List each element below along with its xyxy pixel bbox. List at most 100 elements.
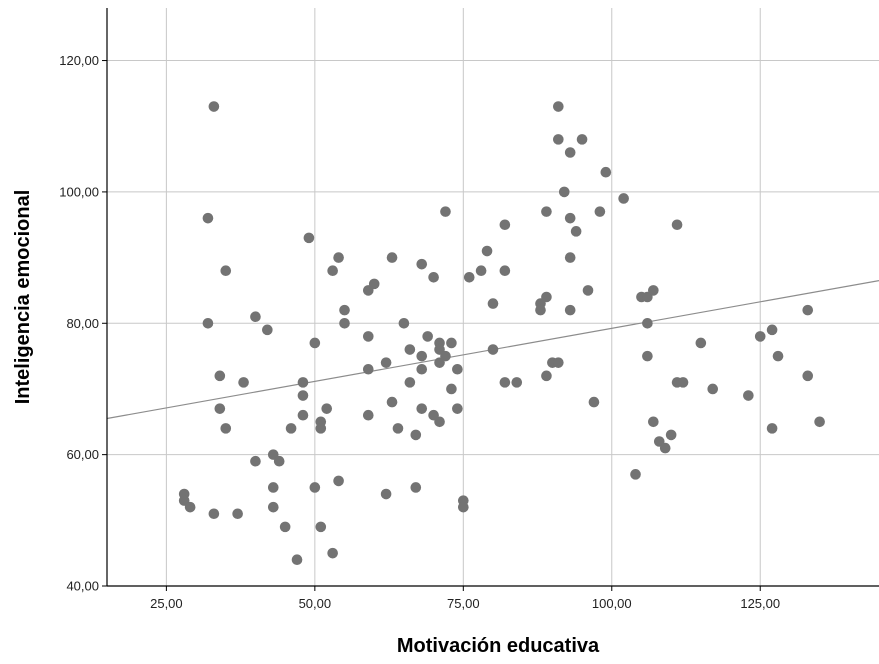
data-point bbox=[220, 265, 232, 277]
x-tick-label: 100,00 bbox=[592, 596, 632, 611]
data-point bbox=[665, 429, 677, 441]
data-point bbox=[315, 423, 327, 434]
data-point bbox=[754, 331, 766, 342]
data-point bbox=[600, 166, 612, 178]
data-point bbox=[659, 442, 671, 454]
data-point bbox=[422, 331, 433, 342]
data-point bbox=[766, 324, 778, 336]
data-point bbox=[463, 271, 475, 283]
data-point bbox=[570, 226, 582, 237]
data-point bbox=[273, 455, 285, 467]
data-point bbox=[392, 423, 404, 434]
data-point bbox=[333, 252, 344, 263]
x-tick-label: 50,00 bbox=[299, 596, 332, 611]
data-point bbox=[440, 350, 451, 362]
data-point bbox=[404, 377, 416, 388]
y-tick-label: 40,00 bbox=[66, 579, 99, 594]
data-point bbox=[564, 252, 576, 263]
data-point bbox=[434, 416, 445, 428]
data-point bbox=[267, 501, 279, 513]
data-points bbox=[178, 101, 825, 566]
data-point bbox=[814, 416, 825, 428]
data-point bbox=[339, 317, 350, 329]
data-point bbox=[250, 455, 261, 467]
data-point bbox=[327, 265, 338, 277]
data-point bbox=[214, 403, 226, 414]
data-point bbox=[362, 331, 374, 342]
x-tick-label: 125,00 bbox=[740, 596, 780, 611]
data-point bbox=[416, 403, 428, 414]
data-point bbox=[671, 219, 683, 231]
data-point bbox=[564, 147, 576, 158]
data-point bbox=[184, 501, 196, 513]
data-point bbox=[327, 547, 338, 559]
x-tick-label: 75,00 bbox=[447, 596, 480, 611]
data-point bbox=[202, 212, 214, 224]
data-point bbox=[362, 363, 374, 375]
data-point bbox=[695, 337, 707, 349]
data-point bbox=[452, 403, 463, 414]
data-point bbox=[802, 304, 814, 316]
data-point bbox=[499, 265, 511, 277]
data-point bbox=[440, 206, 451, 217]
y-axis-title: Inteligencia emocional bbox=[12, 190, 34, 405]
data-point bbox=[743, 390, 754, 401]
data-point bbox=[232, 508, 243, 520]
y-tick-label: 60,00 bbox=[66, 447, 99, 462]
y-tick-label: 100,00 bbox=[59, 184, 99, 199]
data-point bbox=[398, 317, 410, 329]
data-point bbox=[576, 134, 588, 145]
data-point bbox=[487, 344, 499, 355]
data-point bbox=[202, 317, 214, 329]
data-point bbox=[564, 212, 576, 224]
data-point bbox=[564, 304, 576, 316]
x-axis-title: Motivación educativa bbox=[397, 635, 600, 657]
data-point bbox=[297, 390, 309, 401]
data-point bbox=[475, 265, 487, 277]
x-tick-label: 25,00 bbox=[150, 596, 183, 611]
data-point bbox=[511, 377, 523, 388]
data-point bbox=[410, 482, 422, 493]
data-point bbox=[499, 377, 511, 388]
data-point bbox=[380, 357, 392, 368]
y-tick-label: 120,00 bbox=[59, 53, 99, 68]
data-point bbox=[481, 245, 493, 257]
data-point bbox=[642, 317, 653, 329]
data-point bbox=[428, 271, 439, 283]
data-point bbox=[362, 409, 374, 421]
data-point bbox=[297, 409, 309, 421]
data-point bbox=[416, 258, 428, 270]
data-point bbox=[214, 370, 226, 382]
data-point bbox=[452, 363, 463, 375]
data-point bbox=[309, 482, 321, 493]
data-point bbox=[541, 370, 552, 382]
data-point bbox=[339, 304, 350, 316]
data-point bbox=[535, 304, 546, 316]
data-point bbox=[707, 383, 719, 395]
data-point bbox=[208, 101, 220, 112]
data-point bbox=[582, 285, 594, 296]
data-point bbox=[297, 377, 309, 388]
data-point bbox=[648, 416, 659, 428]
data-point bbox=[553, 101, 564, 112]
data-point bbox=[220, 423, 232, 434]
data-point bbox=[618, 193, 629, 204]
data-point bbox=[458, 501, 469, 513]
data-point bbox=[648, 285, 659, 296]
data-point bbox=[553, 134, 564, 145]
data-point bbox=[368, 278, 380, 290]
data-point bbox=[446, 383, 457, 395]
data-point bbox=[208, 508, 220, 520]
data-point bbox=[416, 350, 428, 362]
data-point bbox=[404, 344, 416, 355]
data-point bbox=[487, 298, 499, 309]
data-point bbox=[380, 488, 392, 500]
data-point bbox=[446, 337, 457, 349]
tick-labels: 25,00 50,00 75,00 100,00 125,00 40,00 60,00 80,… bbox=[59, 53, 780, 611]
data-point bbox=[766, 423, 778, 434]
data-point bbox=[386, 252, 398, 263]
data-point bbox=[677, 377, 689, 388]
data-point bbox=[802, 370, 814, 382]
